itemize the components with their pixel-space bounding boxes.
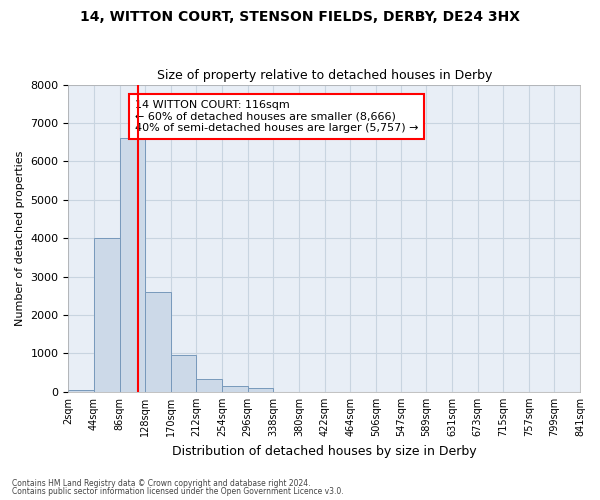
Bar (171, 355, 196, 392)
Text: 14, WITTON COURT, STENSON FIELDS, DERBY, DE24 3HX: 14, WITTON COURT, STENSON FIELDS, DERBY,… (80, 10, 520, 24)
Text: Contains public sector information licensed under the Open Government Licence v3: Contains public sector information licen… (12, 487, 344, 496)
Bar (248, 388, 273, 392)
Bar (196, 379, 222, 392)
Bar (222, 386, 248, 392)
X-axis label: Distribution of detached houses by size in Derby: Distribution of detached houses by size … (172, 444, 476, 458)
Bar (119, 138, 145, 392)
Text: Contains HM Land Registry data © Crown copyright and database right 2024.: Contains HM Land Registry data © Crown c… (12, 478, 311, 488)
Bar (94, 238, 119, 392)
Text: 14 WITTON COURT: 116sqm
← 60% of detached houses are smaller (8,666)
40% of semi: 14 WITTON COURT: 116sqm ← 60% of detache… (135, 100, 418, 133)
Bar (145, 292, 171, 392)
Title: Size of property relative to detached houses in Derby: Size of property relative to detached ho… (157, 69, 492, 82)
Bar (68, 390, 94, 392)
Y-axis label: Number of detached properties: Number of detached properties (15, 150, 25, 326)
